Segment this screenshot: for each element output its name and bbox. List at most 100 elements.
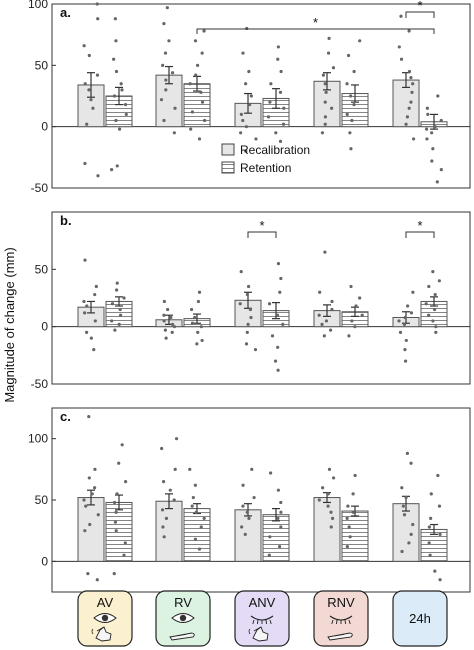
data-point [350,118,354,123]
data-point [193,39,198,43]
data-point [189,127,193,131]
data-point [110,302,115,306]
data-point [279,500,283,505]
data-point [245,510,249,514]
significance-bracket [196,28,435,34]
data-point [276,368,280,372]
data-point [400,549,404,554]
eye-icon [93,613,117,623]
data-point [318,290,322,294]
data-point [202,118,207,123]
data-point [434,330,438,334]
data-point [348,535,352,539]
data-point [163,328,167,332]
y-tick-label: 50 [35,262,49,276]
data-point [112,572,116,576]
data-point [279,525,283,529]
data-point [114,69,119,74]
data-point [345,516,349,521]
data-point [400,486,404,490]
data-point [427,541,431,545]
data-point [407,29,411,33]
data-point [322,334,326,338]
data-point [168,488,172,492]
panel-frame [51,211,471,385]
data-point [437,504,442,508]
data-point [426,112,430,116]
data-point [397,45,401,49]
data-point [244,342,249,346]
data-point [191,495,195,500]
condition-box-rv: RV [155,590,211,647]
data-point [118,313,123,317]
data-point [114,39,118,43]
data-point [245,330,249,334]
data-point [267,553,271,557]
data-point [403,315,407,320]
data-point [173,106,177,110]
data-point [407,106,411,110]
data-point [239,131,243,135]
data-point [430,131,434,135]
data-point [86,572,90,576]
data-point [115,492,119,496]
data-point [407,541,411,545]
data-point [162,535,166,539]
data-point [268,100,272,104]
data-point [439,118,443,123]
data-point [279,276,283,281]
closed-eye-icon [250,615,274,625]
data-point [161,525,165,529]
data-point [193,315,197,320]
data-point [409,100,413,104]
data-point [120,88,124,92]
data-point [349,284,353,289]
data-point [246,284,251,289]
data-point [247,516,251,521]
data-point [244,82,248,86]
data-point [194,73,198,77]
data-point [172,325,177,329]
data-point [196,330,200,334]
data-point [96,513,100,517]
data-point [112,94,117,98]
data-point [281,322,285,326]
data-point [246,322,250,326]
data-point [320,131,325,135]
data-point [269,471,273,475]
data-point [241,504,245,508]
data-point [170,322,175,326]
data-point [402,513,407,517]
data-point [347,525,351,529]
data-point [323,82,327,86]
data-point [93,486,97,490]
data-point [200,100,205,104]
data-point [266,115,271,119]
data-point [425,106,429,110]
data-point [253,348,258,352]
data-point [164,336,168,340]
data-point [274,131,278,135]
data-point [113,17,117,21]
data-point [282,106,286,110]
data-point [433,125,437,129]
data-point [427,525,431,529]
data-point [349,147,353,151]
data-point [196,299,201,304]
data-point [276,516,280,521]
data-point [123,480,128,484]
data-point [92,348,96,352]
closed-eye-icon [329,615,353,625]
data-point [250,467,254,471]
legend-swatch [221,143,235,156]
condition-box-24h: 24h [392,590,448,647]
y-tick-label: -50 [31,377,49,391]
data-point [327,36,331,40]
data-point [276,345,280,349]
data-point [424,302,428,306]
legend: Recalibration Retention [221,143,310,175]
data-point [434,325,438,329]
data-point [252,495,256,500]
data-point [427,284,431,289]
data-point [165,6,169,10]
